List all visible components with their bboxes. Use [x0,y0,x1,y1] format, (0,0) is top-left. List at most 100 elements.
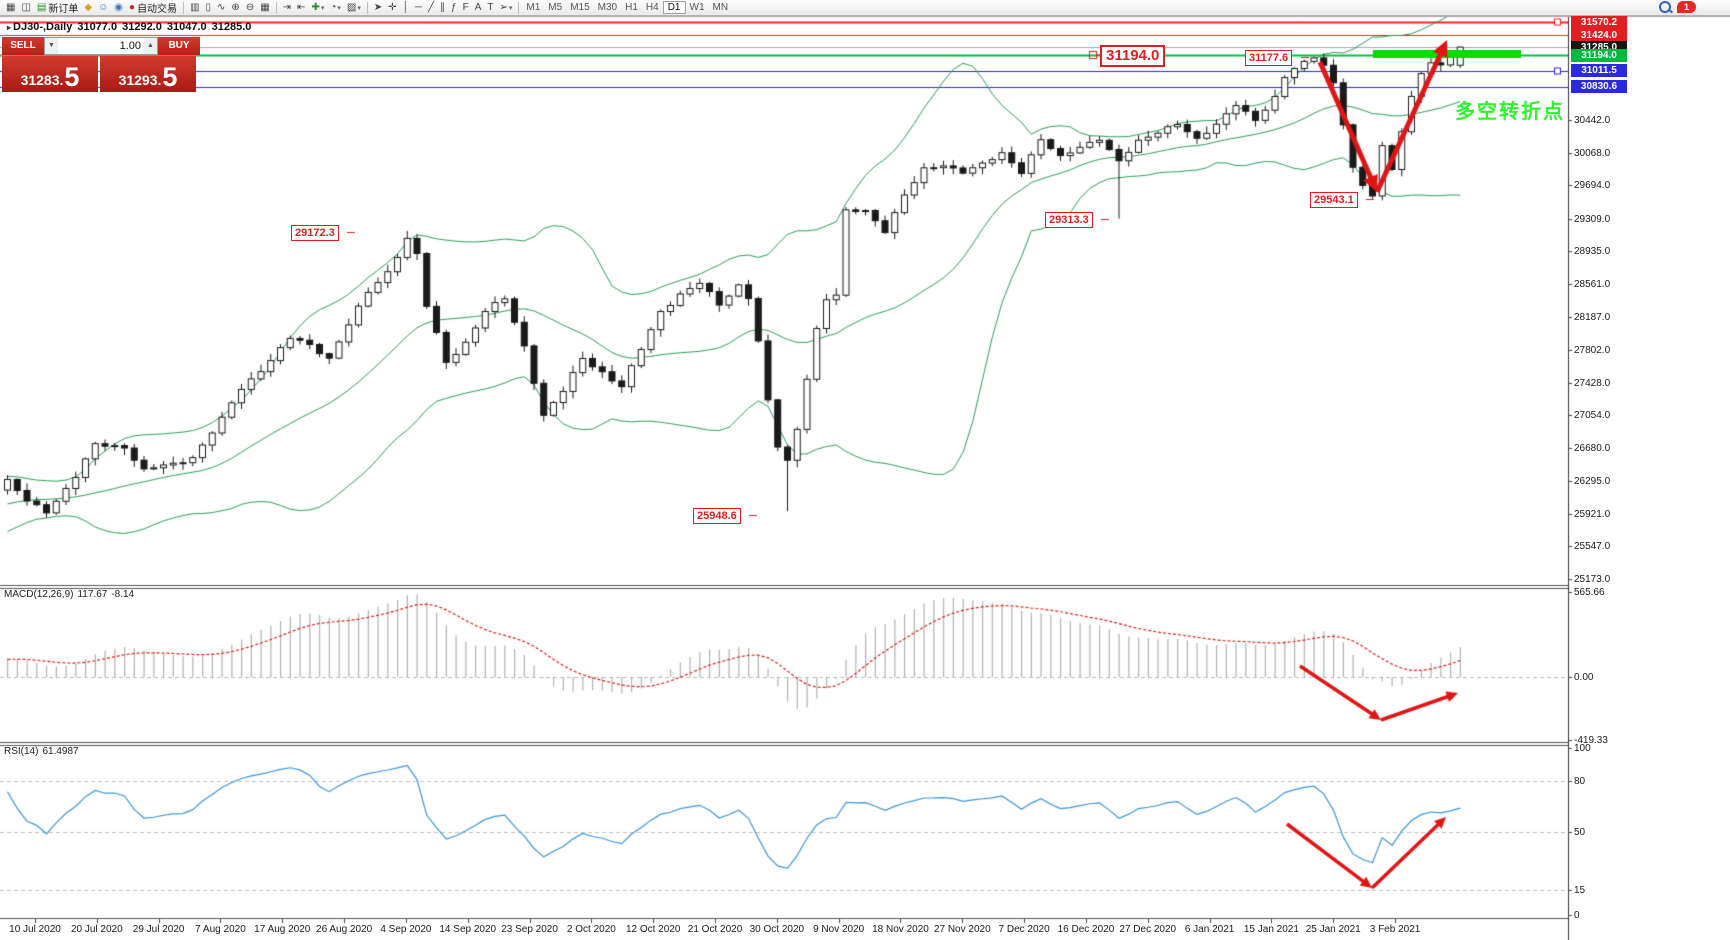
timeframe-mn[interactable]: MN [712,2,729,13]
macd-tick: 0.00 [1574,672,1594,683]
tile-windows-icon[interactable]: ▦ [257,1,272,15]
label-icon[interactable]: T [484,1,496,15]
toolbar-buttons: ▦ ◫ ▤ 新订单 ◆ ☺ ◉ ● 自动交易 ▥ ▯ ∿ ⊕ ⊖ ▦ ⇥ ⇤ ✚ ▾ ◔ ▾ ▨ ▾ ➤ ✛ │ ─ ╱ ∥ ƒ F A T ➢ ▾ [3,1,522,15]
new-order-button: ▤ [36,1,47,13]
templates-icon[interactable]: ▨ ▾ [344,1,364,15]
line-chart-icon[interactable]: ∿ [214,1,228,15]
price-annotation-31194[interactable]: 31194.0 [1100,45,1166,67]
price-annotation-29543.1[interactable]: 29543.1 [1310,192,1358,208]
date-label: 3 Feb 2021 [1369,924,1421,935]
price-tick: 30442.0 [1574,115,1611,127]
chart-title-line: ▸ DJ30-,Daily 31077.0 31292.0 31047.0 31285.0 [7,21,256,33]
macd-tick: -419.33 [1574,735,1608,747]
market-watch-icon: ◫ [21,1,31,13]
ohlc-close: 31285.0 [211,21,252,33]
price-annotation-29313.3[interactable]: 29313.3 [1045,212,1093,228]
timeframe-w1[interactable]: W1 [689,2,705,13]
toolbar-separator [518,1,520,14]
arrows-icon: ➢ [499,1,508,13]
horizontal-line-icon[interactable]: ─ [412,1,425,15]
candle-chart-icon[interactable]: ▯ [203,1,215,15]
arrows-icon-dropdown[interactable]: ▾ [508,4,513,12]
timeframe-m30[interactable]: M30 [597,2,618,13]
price-annotation-31177.6[interactable]: 31177.6 [1245,50,1293,66]
add-indicator-icon[interactable]: ✚ ▾ [308,1,327,15]
fibonacci-icon[interactable]: ƒ [448,1,460,15]
toolbar-right: 1 [1659,1,1696,13]
price-tick: 27802.0 [1574,345,1611,356]
price-level-tag: 30830.6 [1571,80,1627,94]
tile-windows-icon: ▦ [260,1,270,13]
channel-icon: ∥ [440,1,446,13]
bar-chart-icon[interactable]: ▥ [187,1,202,15]
charts-grid-icon[interactable]: ▦ [3,1,18,15]
date-label: 21 Oct 2020 [687,924,743,935]
notification-badge[interactable]: 1 [1677,1,1696,13]
price-level-tag: 31424.0 [1571,28,1627,42]
text-icon: A [474,1,482,13]
timeframe-h4[interactable]: H4 [645,2,659,13]
volume-decrease-button[interactable]: ▼ [45,38,58,54]
rsi-tick: 80 [1574,776,1586,788]
buy-price[interactable]: 31293. 5 [100,56,196,92]
templates-icon-dropdown[interactable]: ▾ [357,4,361,12]
auto-scroll-icon[interactable]: ⇥ [280,1,294,15]
timeframe-m5[interactable]: M5 [548,2,563,13]
rsi-tick: 15 [1574,884,1586,896]
date-label: 2 Oct 2020 [566,924,616,935]
timeframe-m15[interactable]: M15 [570,2,590,13]
price-annotation-29172.3[interactable]: 29172.3 [291,225,339,241]
timeframe-h1[interactable]: H1 [625,2,638,13]
timeframe-m1[interactable]: M1 [526,2,541,13]
date-label: 7 Aug 2020 [195,924,246,935]
crosshair-icon[interactable]: ✛ [385,1,399,15]
price-tick: 27054.0 [1574,410,1611,422]
date-label: 17 Aug 2020 [254,924,311,935]
channel-icon[interactable]: ∥ [437,1,448,15]
bar-chart-icon: ▥ [190,1,200,13]
volume-increase-button[interactable]: ▲ [144,38,157,54]
price-tick: 29694.0 [1574,180,1611,192]
zoom-in-icon[interactable]: ⊕ [228,1,242,15]
volume-input[interactable]: 1.00 [119,40,141,52]
date-label: 27 Nov 2020 [933,924,991,935]
date-label: 14 Sep 2020 [439,924,497,935]
search-icon[interactable] [1659,1,1671,13]
new-order-button[interactable]: ▤ 新订单 [34,1,81,16]
text-icon[interactable]: A [472,1,485,15]
vertical-line-icon[interactable]: │ [400,1,412,15]
price-annotation-25948.6[interactable]: 25948.6 [693,508,741,524]
date-label: 4 Sep 2020 [380,924,432,935]
date-label: 12 Oct 2020 [625,924,681,935]
sell-button[interactable]: SELL [2,37,44,55]
timeframe-d1[interactable]: D1 [662,1,686,14]
chart-shift-icon[interactable]: ⇤ [294,1,308,15]
signals-icon[interactable]: ◉ [111,1,126,15]
market-watch-icon[interactable]: ◫ [18,1,33,15]
cursor-icon[interactable]: ➤ [371,1,385,15]
add-indicator-icon-dropdown[interactable]: ▾ [320,4,325,12]
date-label: 25 Jan 2021 [1305,924,1361,935]
price-tick: 29309.0 [1574,213,1611,225]
zoom-out-icon[interactable]: ⊖ [243,1,257,15]
periods-icon: ◔ [330,1,337,13]
buy-button[interactable]: BUY [158,37,200,55]
gold-icon[interactable]: ◆ [81,1,95,15]
timeframe-bar: M1 M5 M15 M30 H1 H4 D1 W1 MN [522,1,732,14]
date-label: 10 Jul 2020 [9,924,61,935]
community-icon: ☺ [98,1,109,13]
sell-price[interactable]: 31283. 5 [2,56,98,92]
price-tick: 28561.0 [1574,279,1611,290]
trendline-icon[interactable]: ╱ [425,1,437,15]
arrows-icon[interactable]: ➢ ▾ [496,1,515,15]
auto-trading-button[interactable]: ● 自动交易 [126,1,180,16]
date-label: 20 Jul 2020 [70,924,123,935]
fibo-expansion-icon[interactable]: F [460,1,472,15]
periods-icon[interactable]: ◔ ▾ [327,1,344,15]
community-icon[interactable]: ☺ [95,1,111,15]
periods-icon-dropdown[interactable]: ▾ [337,4,341,12]
trend-reversal-note[interactable]: 多空转折点 [1455,101,1565,123]
macd-tick: 565.66 [1574,586,1605,598]
